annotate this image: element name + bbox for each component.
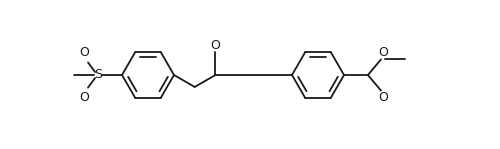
- Text: O: O: [79, 46, 89, 59]
- Text: O: O: [378, 91, 388, 104]
- Text: O: O: [79, 91, 89, 104]
- Text: O: O: [378, 46, 388, 59]
- Text: S: S: [94, 69, 102, 82]
- Text: O: O: [210, 39, 220, 52]
